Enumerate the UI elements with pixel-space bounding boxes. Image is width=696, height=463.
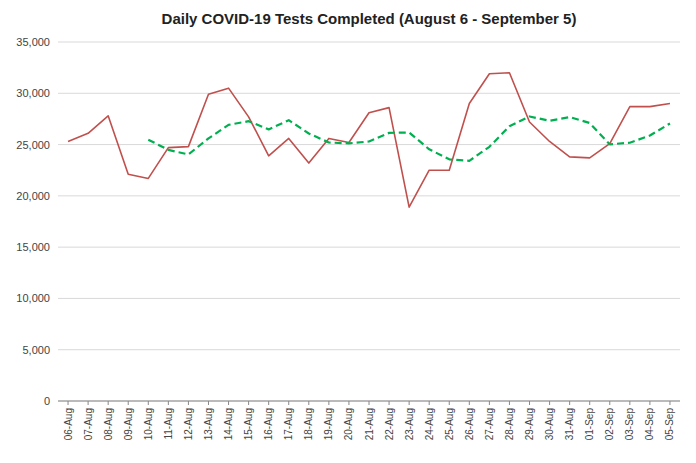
x-tick-label: 14-Aug bbox=[223, 408, 234, 440]
series-line bbox=[148, 116, 670, 160]
y-tick-label: 5,000 bbox=[22, 344, 50, 356]
x-tick bbox=[449, 401, 450, 405]
x-tick-label: 19-Aug bbox=[323, 408, 334, 440]
x-tick-label: 01-Sep bbox=[584, 408, 595, 441]
x-tick-label: 11-Aug bbox=[163, 408, 174, 440]
x-tick bbox=[88, 401, 89, 405]
x-tick-label: 26-Aug bbox=[464, 408, 475, 440]
x-tick-label: 27-Aug bbox=[484, 408, 495, 440]
x-tick bbox=[469, 401, 470, 405]
grid-line bbox=[58, 93, 680, 94]
x-tick-label: 31-Aug bbox=[564, 408, 575, 440]
grid-line bbox=[58, 247, 680, 248]
x-tick-label: 09-Aug bbox=[123, 408, 134, 440]
y-tick-label: 35,000 bbox=[16, 36, 50, 48]
x-tick bbox=[288, 401, 289, 405]
x-tick-label: 25-Aug bbox=[444, 408, 455, 440]
x-tick-label: 23-Aug bbox=[404, 408, 415, 440]
x-tick bbox=[429, 401, 430, 405]
x-tick bbox=[589, 401, 590, 405]
x-tick bbox=[308, 401, 309, 405]
grid-line bbox=[58, 144, 680, 145]
x-tick bbox=[629, 401, 630, 405]
x-tick bbox=[328, 401, 329, 405]
grid-line bbox=[58, 298, 680, 299]
x-tick bbox=[128, 401, 129, 405]
x-tick bbox=[649, 401, 650, 405]
x-tick-label: 15-Aug bbox=[243, 408, 254, 440]
x-tick bbox=[268, 401, 269, 405]
x-tick-label: 30-Aug bbox=[544, 408, 555, 440]
x-axis: 06-Aug 07-Aug 08-Aug 09-Aug 10-Aug 11-Aug 12-A… bbox=[58, 401, 680, 440]
x-tick-label: 03-Sep bbox=[624, 408, 635, 441]
x-tick-label: 18-Aug bbox=[303, 408, 314, 440]
x-tick bbox=[389, 401, 390, 405]
x-tick-label: 07-Aug bbox=[83, 408, 94, 440]
x-tick-label: 13-Aug bbox=[203, 408, 214, 440]
y-tick-label: 10,000 bbox=[16, 292, 50, 304]
y-tick-label: 25,000 bbox=[16, 139, 50, 151]
x-tick-label: 10-Aug bbox=[143, 408, 154, 440]
chart: Daily COVID-19 Tests Completed (August 6… bbox=[0, 0, 696, 463]
x-tick bbox=[108, 401, 109, 405]
x-tick-label: 02-Sep bbox=[604, 408, 615, 441]
series-line bbox=[68, 73, 670, 207]
x-tick bbox=[168, 401, 169, 405]
title: Daily COVID-19 Tests Completed (August 6… bbox=[162, 10, 577, 27]
x-tick bbox=[509, 401, 510, 405]
x-tick-label: 17-Aug bbox=[283, 408, 294, 440]
x-tick bbox=[188, 401, 189, 405]
grid-line bbox=[58, 42, 680, 43]
x-tick bbox=[529, 401, 530, 405]
x-tick bbox=[248, 401, 249, 405]
x-tick-label: 28-Aug bbox=[504, 408, 515, 440]
y-tick-label: 0 bbox=[44, 395, 50, 407]
x-tick bbox=[669, 401, 670, 405]
x-tick-label: 06-Aug bbox=[63, 408, 74, 440]
x-tick-label: 21-Aug bbox=[364, 408, 375, 440]
plot-area bbox=[68, 73, 670, 207]
x-tick bbox=[68, 401, 69, 405]
y-axis: 0 5,000 10,000 15,000 20,000 25,000 30,000 35,0… bbox=[16, 36, 680, 407]
x-tick bbox=[208, 401, 209, 405]
x-tick bbox=[409, 401, 410, 405]
x-tick-label: 08-Aug bbox=[103, 408, 114, 440]
x-tick-label: 22-Aug bbox=[384, 408, 395, 440]
x-tick bbox=[369, 401, 370, 405]
x-tick-label: 20-Aug bbox=[343, 408, 354, 440]
x-tick bbox=[348, 401, 349, 405]
x-tick-label: 24-Aug bbox=[424, 408, 435, 440]
x-tick-label: 12-Aug bbox=[183, 408, 194, 440]
x-tick bbox=[549, 401, 550, 405]
x-tick-label: 05-Sep bbox=[664, 408, 675, 441]
y-tick-label: 20,000 bbox=[16, 190, 50, 202]
x-tick-label: 04-Sep bbox=[644, 408, 655, 441]
page: {"chart_data": {"type": "line", "title":… bbox=[0, 0, 696, 463]
x-tick-label: 29-Aug bbox=[524, 408, 535, 440]
x-tick bbox=[489, 401, 490, 405]
x-tick bbox=[609, 401, 610, 405]
grid-line bbox=[58, 195, 680, 196]
x-tick bbox=[228, 401, 229, 405]
x-tick bbox=[148, 401, 149, 405]
y-tick-label: 15,000 bbox=[16, 241, 50, 253]
x-tick-label: 16-Aug bbox=[263, 408, 274, 440]
y-tick-label: 30,000 bbox=[16, 87, 50, 99]
grid-line bbox=[58, 349, 680, 350]
x-tick bbox=[569, 401, 570, 405]
